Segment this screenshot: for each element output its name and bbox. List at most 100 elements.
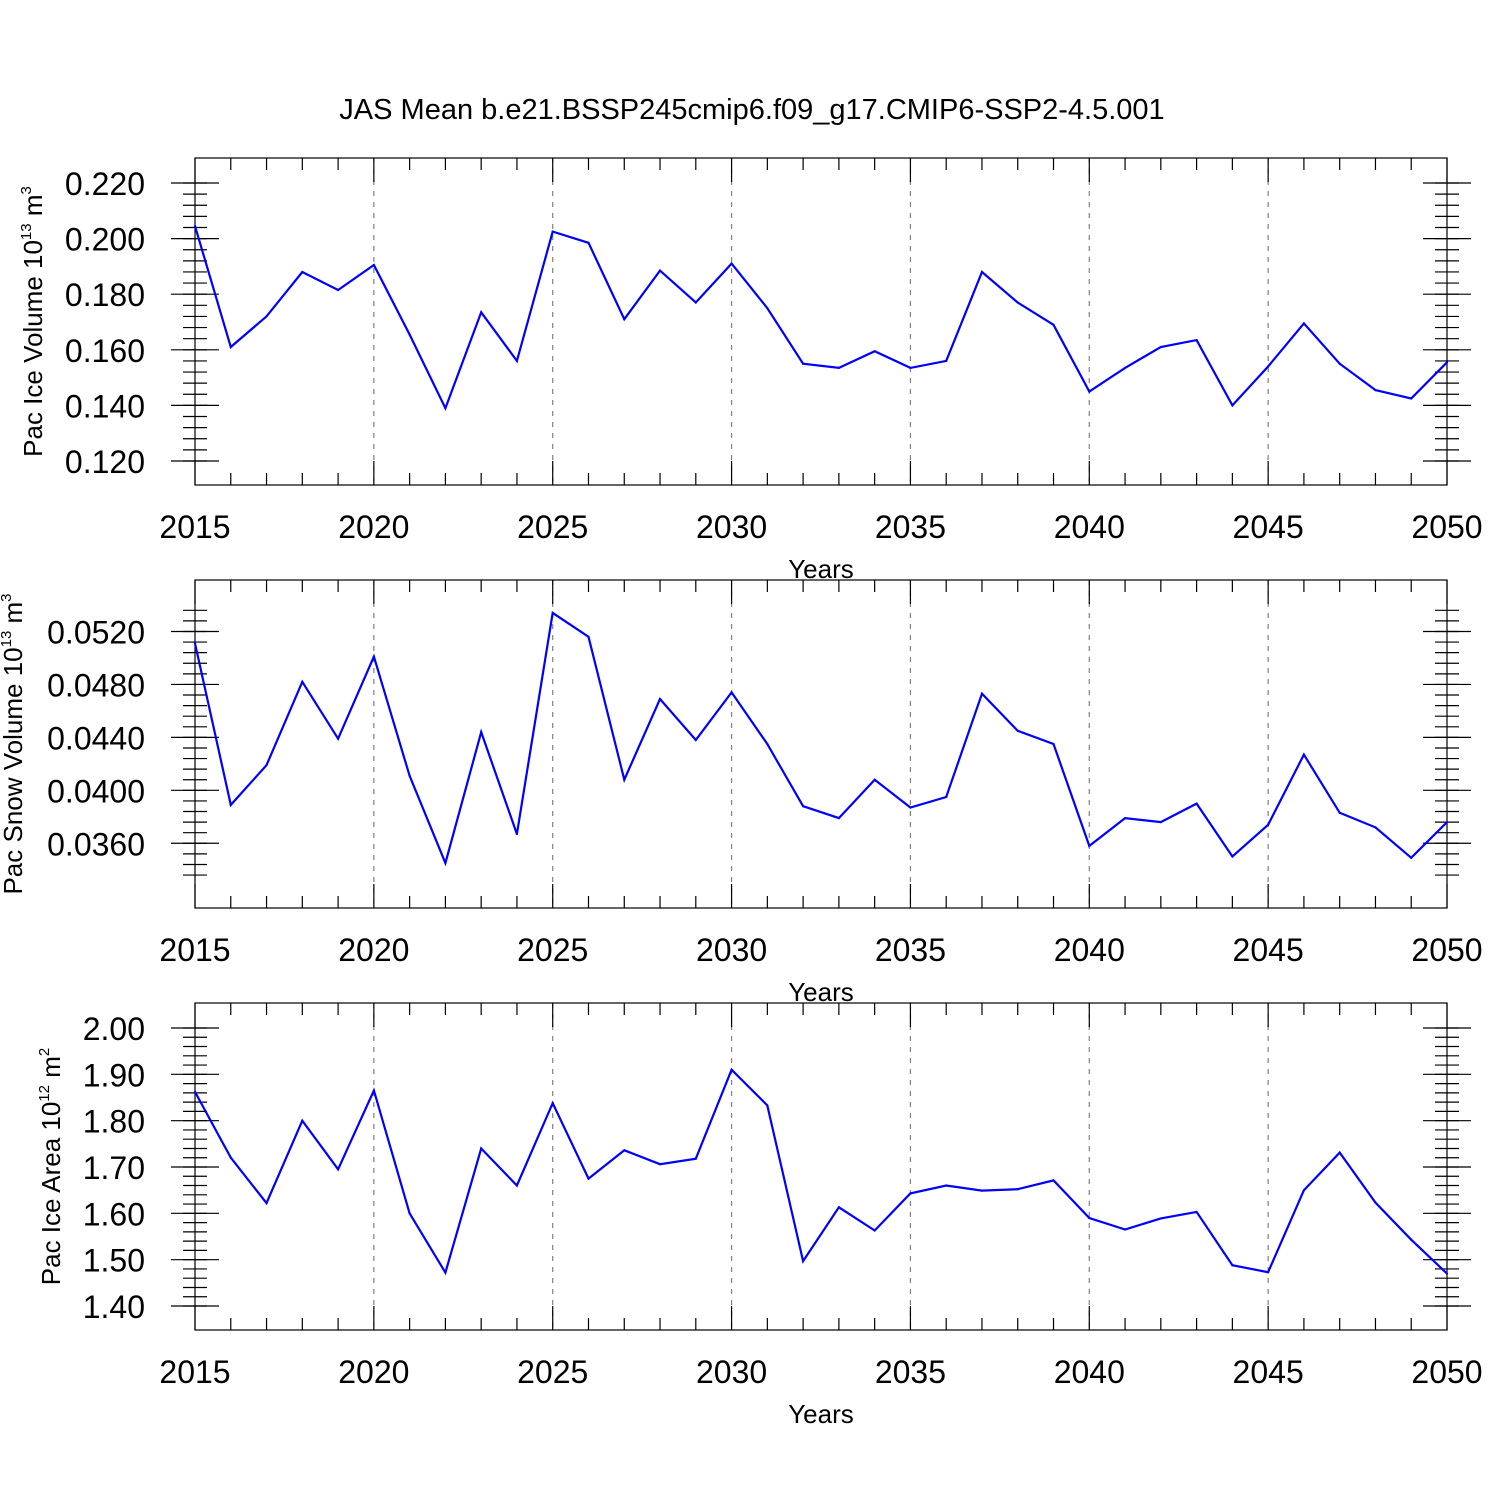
plot-frame [194,579,1448,909]
y-tick-label: 0.200 [65,222,145,258]
data-point [265,1202,268,1205]
data-point [623,778,626,781]
data-point [837,817,840,820]
panel-2: 2015 2020 2025 2030 2035 2040 2045 2050 0.0360 0.… [0,579,1483,1007]
x-tick-label: 2015 [159,1354,230,1390]
data-point [587,635,590,638]
data-point [980,692,984,695]
plot-frame [194,1002,1448,1331]
data-point [408,333,411,336]
data-point [336,1168,340,1171]
data-point [229,1156,232,1159]
y-tick-label: 0.0440 [47,720,145,756]
y-tick-label: 0.0400 [47,773,145,809]
data-point [766,1104,769,1107]
x-tick-label: 2050 [1411,509,1482,545]
y-axis-title: Pac Ice Area 1012 m2 [36,1048,66,1285]
data-point [1123,817,1127,820]
data-point [909,1192,912,1195]
data-point [1231,404,1234,407]
data-point [372,1089,375,1092]
y-axis-title-part: Pac Snow Volume 10 [0,647,28,894]
data-point [408,1212,411,1215]
data-point [1338,362,1341,365]
data-point [265,315,268,318]
data-point [336,737,340,740]
data-point [301,270,304,274]
data-point [1052,1179,1055,1182]
x-axis-title: Years [788,554,854,584]
y-axis-title-superscript: 2 [36,1048,53,1056]
data-point [229,803,232,806]
y-tick-label: 1.40 [83,1289,145,1325]
y-tick-label: 2.00 [83,1011,145,1047]
y-axis-title-superscript: 3 [0,593,15,601]
data-point [1445,821,1449,824]
x-tick-label: 2045 [1233,932,1304,968]
y-tick-label: 0.140 [65,388,145,424]
data-point [1088,1216,1091,1220]
x-tick-label: 2025 [517,509,588,545]
x-tick-label: 2050 [1411,1354,1482,1390]
x-tick-label: 2045 [1233,1354,1304,1390]
data-point [1267,823,1270,826]
data-point [301,680,304,683]
data-point [658,1163,662,1166]
x-tick-label: 2040 [1054,509,1125,545]
data-point [1016,729,1019,732]
x-tick-label: 2025 [517,1354,588,1390]
data-point [730,1068,733,1071]
y-tick-label: 0.220 [65,166,145,202]
data-point [766,742,769,746]
y-tick-label: 1.80 [83,1104,145,1140]
data-point [336,288,340,292]
data-point [873,778,876,781]
data-point [1231,855,1234,858]
data-point [1302,1189,1306,1192]
data-point [1338,1151,1341,1154]
y-axis-title-part: m [36,1056,66,1085]
data-point [1445,361,1449,364]
data-point [945,359,948,363]
x-tick-label: 2030 [696,509,767,545]
y-axis-title-superscript: 3 [18,186,35,194]
data-point [945,795,948,799]
data-point [1123,366,1127,369]
data-point [193,224,197,228]
data-point [1374,1201,1377,1204]
x-tick-label: 2030 [696,932,767,968]
x-tick-label: 2035 [875,1354,946,1390]
data-point [766,307,769,310]
data-point [515,1184,519,1187]
data-point [1302,322,1306,325]
data-point [372,655,375,658]
y-axis-title-superscript: 13 [0,631,15,648]
data-point [551,1101,554,1105]
data-point [480,1147,483,1150]
data-point [623,1149,626,1152]
data-point [1052,323,1055,326]
data-point [1016,301,1019,304]
data-point [1267,365,1270,368]
x-tick-label: 2035 [875,509,946,545]
y-tick-label: 0.160 [65,333,145,369]
x-axis-title: Years [788,977,854,1007]
data-point [480,311,483,314]
data-point [1052,742,1055,746]
data-point [1374,389,1377,392]
x-tick-label: 2025 [517,932,588,968]
panel-3: 2015 2020 2025 2030 2035 2040 2045 2050 1.40 1.50… [36,1002,1483,1429]
data-point [1410,1238,1413,1241]
x-tick-label: 2015 [159,509,230,545]
data-point [730,262,733,265]
y-tick-label: 0.0520 [47,614,145,650]
data-point [1374,826,1377,829]
y-tick-label: 0.180 [65,277,145,313]
data-point [480,730,483,734]
data-point [1195,802,1198,805]
x-tick-label: 2030 [696,1354,767,1390]
data-point [694,301,697,304]
data-point [1267,1271,1270,1274]
data-point [229,345,232,349]
